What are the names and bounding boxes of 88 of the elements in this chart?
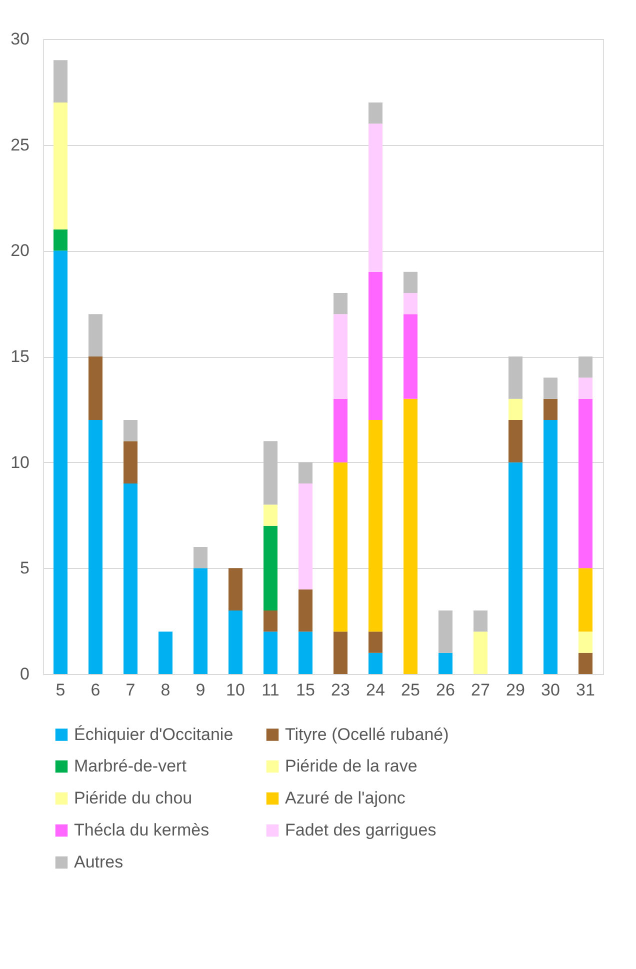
bar: [264, 504, 278, 526]
bar: [334, 314, 348, 399]
x-tick-label: 24: [366, 680, 385, 700]
bar: [368, 272, 382, 420]
x-tick-label: 29: [506, 680, 525, 700]
bar: [54, 102, 68, 230]
bar: [508, 398, 522, 420]
bar: [124, 441, 138, 484]
x-tick-label: 10: [226, 680, 245, 700]
bar: [334, 462, 348, 632]
y-tick-label: 25: [10, 135, 30, 154]
bar: [264, 441, 278, 505]
legend-label: Piéride du chou: [74, 788, 192, 808]
bar: [578, 632, 592, 653]
bar: [194, 547, 208, 568]
bar: [368, 632, 382, 653]
bar: [298, 589, 312, 632]
bar: [228, 568, 242, 610]
bar: [298, 462, 312, 484]
bar: [264, 610, 278, 632]
legend-label: Thécla du kermès: [74, 820, 210, 840]
bar: [158, 632, 172, 674]
bar: [544, 378, 558, 399]
x-tick-label: 30: [541, 680, 560, 700]
legend-label: Azuré de l'ajonc: [285, 788, 406, 808]
bar: [368, 652, 382, 674]
bar: [88, 314, 102, 356]
bar: [264, 526, 278, 610]
x-tick-label: 26: [436, 680, 455, 700]
bar: [368, 420, 382, 632]
x-tick-label: 8: [160, 680, 170, 700]
x-tick-label: 6: [90, 680, 100, 700]
x-tick-label: 7: [126, 680, 136, 700]
bar: [264, 632, 278, 674]
bar: [578, 652, 592, 674]
bar: [508, 420, 522, 462]
bar: [298, 484, 312, 590]
y-tick-label: 0: [20, 664, 30, 684]
bar: [404, 398, 418, 674]
legend-label: Marbré-de-vert: [74, 756, 187, 776]
bar: [578, 568, 592, 632]
bar: [334, 398, 348, 462]
legend-label: Autres: [74, 852, 124, 872]
bar: [334, 293, 348, 314]
x-tick-label: 15: [296, 680, 315, 700]
bar: [474, 632, 488, 674]
bar: [544, 398, 558, 420]
bar: [404, 314, 418, 399]
bar: [88, 356, 102, 420]
x-tick-label: 23: [331, 680, 350, 700]
bar: [54, 60, 68, 102]
bar: [368, 124, 382, 272]
y-tick-label: 10: [10, 452, 30, 472]
x-tick-label: 9: [196, 680, 206, 700]
bar: [578, 356, 592, 378]
bar: [474, 610, 488, 632]
bar: [404, 272, 418, 293]
bar: [54, 230, 68, 251]
x-tick-label: 11: [262, 680, 280, 700]
legend-label: Échiquier d'Occitanie: [74, 724, 234, 744]
bar: [124, 484, 138, 674]
bar: [334, 632, 348, 674]
bar: [124, 420, 138, 442]
bar: [508, 462, 522, 674]
bar: [54, 250, 68, 674]
legend-label: Piéride de la rave: [285, 756, 418, 776]
y-tick-label: 30: [10, 30, 30, 48]
bar: [194, 568, 208, 674]
bar: [88, 420, 102, 674]
legend-label: Fadet des garrigues: [285, 820, 436, 840]
bar: [578, 378, 592, 399]
bar: [578, 398, 592, 568]
legend-label: Tityre (Ocellé rubané): [285, 724, 449, 744]
bar: [368, 102, 382, 124]
x-tick-label: 25: [401, 680, 420, 700]
bar: [438, 652, 452, 674]
x-tick-label: 31: [576, 680, 595, 700]
bar: [404, 293, 418, 314]
bar: [508, 356, 522, 399]
y-tick-label: 20: [10, 241, 30, 260]
bar: [544, 420, 558, 674]
x-tick-label: 5: [56, 680, 66, 700]
y-tick-label: 15: [10, 347, 30, 366]
bar: [438, 610, 452, 653]
bar: [298, 632, 312, 674]
y-tick-label: 5: [20, 558, 30, 578]
x-tick-label: 27: [471, 680, 490, 700]
bar: [228, 610, 242, 674]
